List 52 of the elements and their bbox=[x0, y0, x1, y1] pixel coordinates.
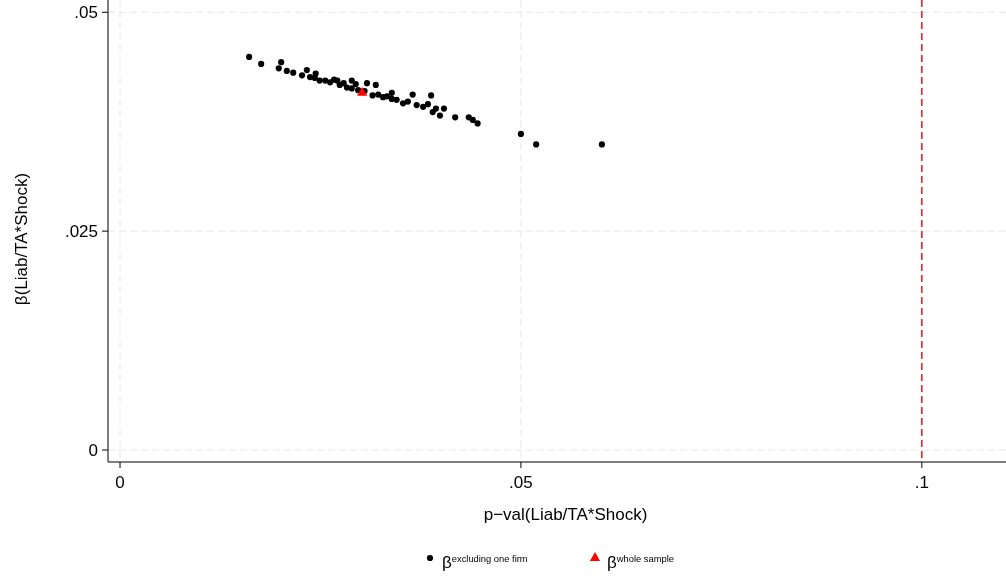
point bbox=[303, 66, 310, 74]
point bbox=[436, 112, 444, 119]
x-tick-label: 0 bbox=[115, 473, 125, 492]
x-tick-label: .1 bbox=[914, 473, 929, 492]
point bbox=[348, 85, 355, 92]
y-axis-title: β(Liab/TA*Shock) bbox=[12, 172, 31, 306]
x-axis-title: p−val(Liab/TA*Shock) bbox=[483, 505, 648, 524]
point bbox=[428, 92, 435, 99]
point bbox=[388, 95, 395, 103]
point bbox=[375, 91, 382, 98]
point bbox=[357, 86, 368, 96]
point bbox=[275, 65, 282, 72]
point bbox=[363, 80, 371, 87]
point bbox=[424, 101, 431, 108]
point bbox=[440, 105, 448, 112]
point bbox=[355, 87, 362, 94]
y-tick-label: .025 bbox=[64, 222, 98, 242]
point bbox=[278, 59, 285, 66]
x-tick-label: .05 bbox=[509, 473, 533, 492]
point bbox=[372, 81, 379, 89]
point bbox=[598, 141, 605, 148]
point bbox=[352, 80, 359, 88]
point bbox=[340, 80, 347, 87]
point bbox=[420, 103, 427, 110]
legend-label: β$^{excluding one firm}$ bbox=[442, 553, 528, 572]
point bbox=[258, 60, 265, 67]
point bbox=[474, 120, 481, 127]
point bbox=[369, 92, 376, 99]
point bbox=[348, 77, 355, 84]
point bbox=[432, 105, 440, 112]
point bbox=[306, 73, 314, 81]
point bbox=[246, 53, 253, 60]
legend-label: β$^{whole sample}$ bbox=[607, 553, 674, 572]
point bbox=[393, 96, 400, 103]
point bbox=[311, 74, 318, 81]
point bbox=[533, 141, 540, 148]
point bbox=[383, 93, 391, 100]
point bbox=[404, 98, 411, 105]
point bbox=[316, 77, 323, 84]
point bbox=[469, 116, 476, 124]
point bbox=[409, 91, 416, 98]
point bbox=[283, 67, 290, 74]
point bbox=[290, 69, 297, 76]
point bbox=[399, 100, 407, 107]
y-tick-label: .05 bbox=[74, 3, 98, 23]
point bbox=[413, 101, 420, 109]
point bbox=[517, 130, 525, 138]
point bbox=[343, 84, 351, 91]
y-tick-label: 0 bbox=[88, 440, 98, 460]
point bbox=[388, 89, 395, 96]
point bbox=[452, 114, 459, 121]
point bbox=[298, 72, 306, 79]
